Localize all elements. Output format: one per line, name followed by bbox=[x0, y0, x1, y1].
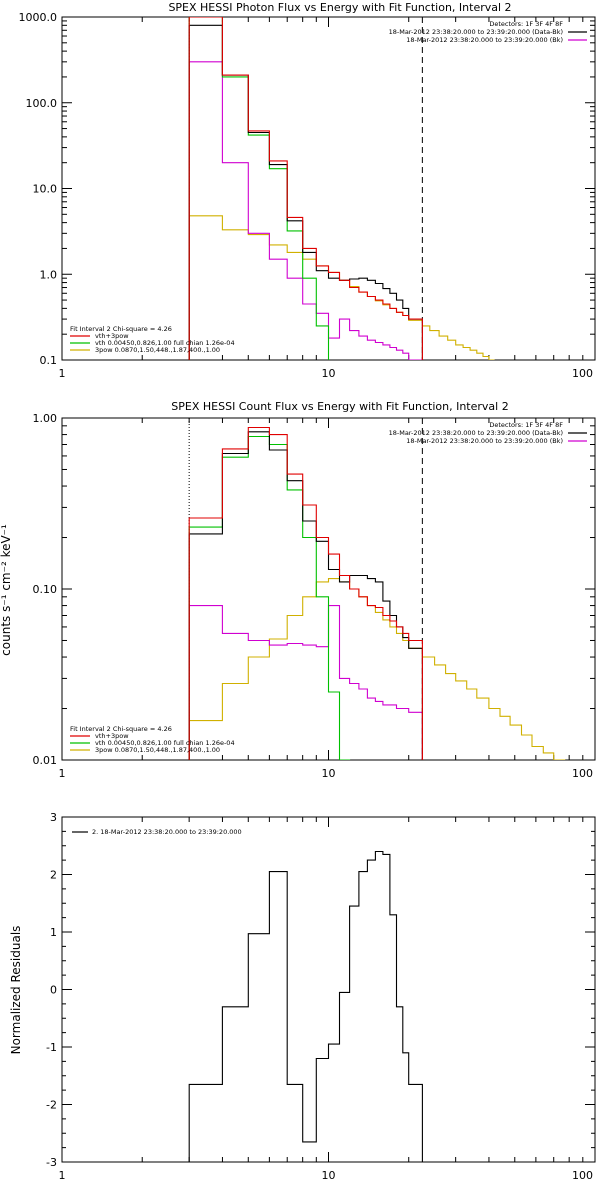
count-flux-fit-line: 3pow 0.0870,1.50,448.,1.87,400.,1.00 bbox=[95, 746, 220, 754]
photon-flux-series-2 bbox=[188, 17, 423, 360]
count-flux-y-tick-label: 1.00 bbox=[33, 412, 58, 425]
residuals-y-tick-label: -3 bbox=[46, 1156, 57, 1169]
photon-flux-series-3 bbox=[188, 61, 423, 360]
residuals-legend-label: 2. 18-Mar-2012 23:38:20.000 to 23:39:20.… bbox=[92, 828, 242, 836]
count-flux-y-label: counts s⁻¹ cm⁻² keV⁻¹ bbox=[0, 524, 13, 656]
residuals-y-tick-label: 1 bbox=[50, 926, 57, 939]
residuals-x-tick-label: 1 bbox=[59, 1169, 66, 1182]
residuals-y-tick-label: -1 bbox=[46, 1041, 57, 1054]
photon-flux-x-tick-label: 100 bbox=[572, 367, 593, 380]
count-flux-x-tick-label: 100 bbox=[572, 767, 593, 780]
photon-flux-plot-frame bbox=[61, 16, 596, 361]
count-flux-fit-line: Fit Interval 2 Chi-square = 4.26 bbox=[70, 725, 172, 733]
residuals-x-tick-label: 10 bbox=[322, 1169, 336, 1182]
photon-flux-series-extra-0 bbox=[188, 215, 495, 360]
photon-flux-header-line: 18-Mar-2012 23:38:20.000 to 23:39:20.000… bbox=[406, 36, 563, 44]
residuals-plot-frame bbox=[61, 816, 596, 1163]
photon-flux-y-tick-label: 10.0 bbox=[33, 183, 58, 196]
photon-flux-data-layer bbox=[188, 17, 495, 360]
residuals-y-tick-label: 2 bbox=[50, 869, 57, 882]
photon-flux-x-tick-label: 10 bbox=[322, 367, 336, 380]
photon-flux-fit-line: vth+3pow bbox=[95, 332, 129, 340]
photon-flux-y-tick-label: 1000.0 bbox=[19, 11, 58, 24]
residuals-series-0 bbox=[188, 850, 423, 1162]
photon-flux-y-tick-label: 1.0 bbox=[40, 268, 58, 281]
count-flux-header-line: 18-Mar-2012 23:38:20.000 to 23:39:20.000… bbox=[389, 429, 563, 437]
photon-flux-x-tick-label: 1 bbox=[59, 367, 66, 380]
count-flux-fit-line: vth+3pow bbox=[95, 732, 129, 740]
count-flux-header-line: 18-Mar-2012 23:38:20.000 to 23:39:20.000… bbox=[406, 437, 563, 445]
residuals-data-layer bbox=[188, 850, 423, 1162]
photon-flux-fit-line: Fit Interval 2 Chi-square = 4.26 bbox=[70, 325, 172, 333]
residuals-y-tick-label: 0 bbox=[50, 984, 57, 997]
residuals-panel: Normalized Residuals 1 10 100 -3 -2 -1 0 1 2 3 2. … bbox=[9, 811, 596, 1182]
count-flux-x-tick-label: 1 bbox=[59, 767, 66, 780]
photon-flux-series-1 bbox=[188, 17, 423, 360]
count-flux-panel: SPEX HESSI Count Flux vs Energy with Fit… bbox=[0, 400, 596, 780]
photon-flux-panel: SPEX HESSI Photon Flux vs Energy with Fi… bbox=[19, 1, 596, 380]
count-flux-y-tick-label: 0.10 bbox=[33, 583, 58, 596]
count-flux-series-1 bbox=[188, 426, 423, 760]
count-flux-fit-line: vth 0.00450,0.826,1.00 full chian 1.26e-… bbox=[95, 739, 235, 747]
photon-flux-fit-line: vth 0.00450,0.826,1.00 full chian 1.26e-… bbox=[95, 339, 235, 347]
count-flux-header-line: Detectors: 1F 3F 4F 8F bbox=[489, 421, 563, 429]
residuals-x-tick-label: 100 bbox=[572, 1169, 593, 1182]
photon-flux-y-tick-label: 0.1 bbox=[40, 354, 58, 367]
residuals-y-label: Normalized Residuals bbox=[9, 926, 23, 1055]
count-flux-title: SPEX HESSI Count Flux vs Energy with Fit… bbox=[171, 400, 508, 413]
count-flux-plot-frame bbox=[61, 417, 596, 761]
count-flux-series-2 bbox=[188, 435, 423, 760]
residuals-y-tick-label: 3 bbox=[50, 811, 57, 824]
count-flux-data-layer bbox=[188, 418, 570, 760]
photon-flux-header-line: Detectors: 1F 3F 4F 8F bbox=[489, 20, 563, 28]
count-flux-series-0 bbox=[188, 431, 423, 760]
residuals-y-tick-label: -2 bbox=[46, 1099, 57, 1112]
photon-flux-fit-line: 3pow 0.0870,1.50,448.,1.87,400.,1.00 bbox=[95, 346, 220, 354]
photon-flux-y-tick-label: 100.0 bbox=[26, 97, 58, 110]
count-flux-y-tick-label: 0.01 bbox=[33, 754, 58, 767]
photon-flux-title: SPEX HESSI Photon Flux vs Energy with Fi… bbox=[168, 1, 511, 14]
count-flux-x-tick-label: 10 bbox=[322, 767, 336, 780]
count-flux-series-3 bbox=[188, 605, 423, 760]
photon-flux-header-line: 18-Mar-2012 23:38:20.000 to 23:39:20.000… bbox=[389, 28, 563, 36]
